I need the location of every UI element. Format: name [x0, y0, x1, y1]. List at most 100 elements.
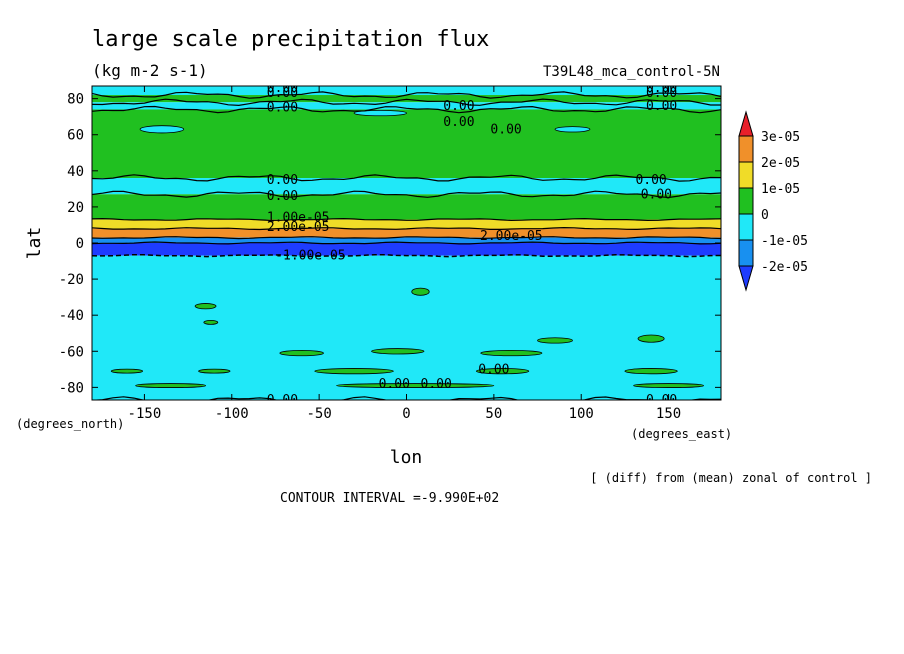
contour-label-5: 0.00: [646, 99, 677, 114]
y-unit-label: (degrees_north): [16, 417, 124, 431]
lat-band-1: [92, 95, 721, 103]
contour-line-3: [92, 174, 721, 182]
contour-patch-7: [480, 349, 543, 357]
contour-label-18: 0.00: [379, 377, 410, 392]
y-tick-label-2: -40: [59, 308, 84, 324]
lat-band-7: [92, 228, 721, 238]
contour-label-17: 0.00: [478, 362, 509, 377]
contour-patch-5: [279, 349, 324, 357]
y-tick-label-8: 80: [67, 92, 84, 108]
colorbar-segment-3: [738, 187, 754, 215]
x-tick-label-1: -100: [215, 406, 249, 422]
diff-note: [ (diff) from (mean) zonal of control ]: [590, 471, 872, 485]
contour-label-15: 2.00e-05: [480, 229, 543, 244]
contour-line-5: [92, 217, 721, 222]
chart-title: large scale precipitation flux: [92, 27, 489, 52]
contour-line-1: [92, 98, 721, 107]
contour-label-11: 0.00: [635, 173, 666, 188]
colorbar-label-5: -2e-05: [761, 260, 808, 275]
contour-patch-4: [637, 334, 665, 343]
contour-line-2: [92, 105, 721, 114]
contour-patch-8: [110, 368, 144, 374]
x-tick-label-0: -150: [128, 406, 162, 422]
contour-labels: 0.000.000.000.000.000.000.000.00 0.000.00…: [267, 81, 677, 408]
colorbar-label-1: 2e-05: [761, 156, 800, 171]
contour-label-7: 0.00: [443, 115, 474, 130]
y-tick-label-5: 20: [67, 200, 84, 216]
contour-label-19: 0.00: [421, 377, 452, 392]
contour-patch-9: [198, 368, 231, 374]
contour-label-14: 2.00e-05: [267, 220, 330, 235]
colorbar-segment-2: [738, 161, 754, 189]
contour-patch-1: [203, 320, 219, 325]
contour-patch-10: [314, 368, 394, 375]
colorbar-top-arrow: [738, 110, 754, 137]
contour-label-4: 0.00: [646, 86, 677, 101]
contour-label-3: 0.00: [646, 81, 677, 96]
contour-patch-12: [624, 368, 678, 375]
contour-line-9: [92, 253, 721, 258]
y-tick-label-3: -20: [59, 272, 84, 288]
x-axis-ticks: -150 -100 -50 0 50 100 150: [128, 86, 681, 422]
contour-label-21: 0.00: [646, 393, 677, 408]
contour-interval: CONTOUR INTERVAL =-9.990E+02: [280, 491, 499, 506]
contour-line-4: [92, 190, 721, 199]
contour-patch-17: [353, 109, 407, 117]
contour-label-9: 0.00: [267, 173, 298, 188]
contour-label-20: 0.00: [267, 393, 298, 408]
contour-label-0: 0.00: [267, 81, 298, 96]
colorbar-segment-1: [738, 135, 754, 163]
lat-band-6: [92, 219, 721, 229]
contour-patch-3: [537, 337, 573, 344]
contour-patch-6: [371, 348, 425, 355]
contour-patch-14: [336, 383, 495, 388]
contour-label-16: -1.00e-05: [275, 249, 345, 264]
y-axis-label: lat: [24, 227, 45, 260]
lat-band-2: [92, 102, 721, 110]
x-tick-label-6: 150: [656, 406, 681, 422]
contour-patch-16: [139, 125, 185, 134]
contour-patch-18: [554, 126, 591, 133]
contour-label-6: 0.00: [443, 99, 474, 114]
plot-area: 0.000.000.000.000.000.000.000.00 0.000.00…: [92, 81, 721, 408]
contour-line-10: [92, 396, 721, 400]
colorbar-segment-4: [738, 213, 754, 241]
latitude-bands: [92, 86, 721, 400]
y-tick-label-1: -60: [59, 344, 84, 360]
x-unit-label: (degrees_east): [631, 427, 732, 441]
lat-band-3: [92, 109, 721, 179]
contour-patch-15: [633, 383, 704, 388]
contour-line-6: [92, 226, 721, 231]
contour-label-8: 0.00: [490, 122, 521, 137]
contour-patch-13: [135, 383, 206, 388]
colorbar-label-3: 0: [761, 208, 769, 223]
y-tick-label-7: 60: [67, 128, 84, 144]
lat-band-4: [92, 178, 721, 195]
colorbar-legend: 3e-05 2e-05 1e-05 0 -1e-05 -2e-05: [738, 110, 808, 292]
contour-line-0: [92, 91, 721, 99]
run-label: T39L48_mca_control-5N: [543, 64, 720, 80]
x-tick-label-5: 100: [569, 406, 594, 422]
contour-label-1: 0.00: [267, 86, 298, 101]
y-tick-label-6: 40: [67, 164, 84, 180]
contour-label-12: 0.00: [641, 187, 672, 202]
contour-patches: [110, 109, 704, 388]
contour-line-7: [92, 236, 721, 240]
chart-units: (kg m-2 s-1): [92, 61, 208, 80]
colorbar-label-0: 3e-05: [761, 130, 800, 145]
lat-band-9: [92, 243, 721, 256]
contour-label-10: 0.00: [267, 189, 298, 204]
lat-band-5: [92, 194, 721, 220]
x-tick-label-4: 50: [485, 406, 502, 422]
y-tick-label-0: -80: [59, 380, 84, 396]
colorbar-segment-5: [738, 239, 754, 267]
x-axis-label: lon: [390, 447, 423, 468]
contour-label-13: 1.00e-05: [267, 211, 330, 226]
contour-lines: [92, 91, 721, 400]
contour-line-8: [92, 241, 721, 245]
colorbar-label-4: -1e-05: [761, 234, 808, 249]
contour-patch-0: [194, 303, 217, 310]
x-tick-label-2: -50: [306, 406, 331, 422]
contour-patch-2: [411, 287, 430, 296]
